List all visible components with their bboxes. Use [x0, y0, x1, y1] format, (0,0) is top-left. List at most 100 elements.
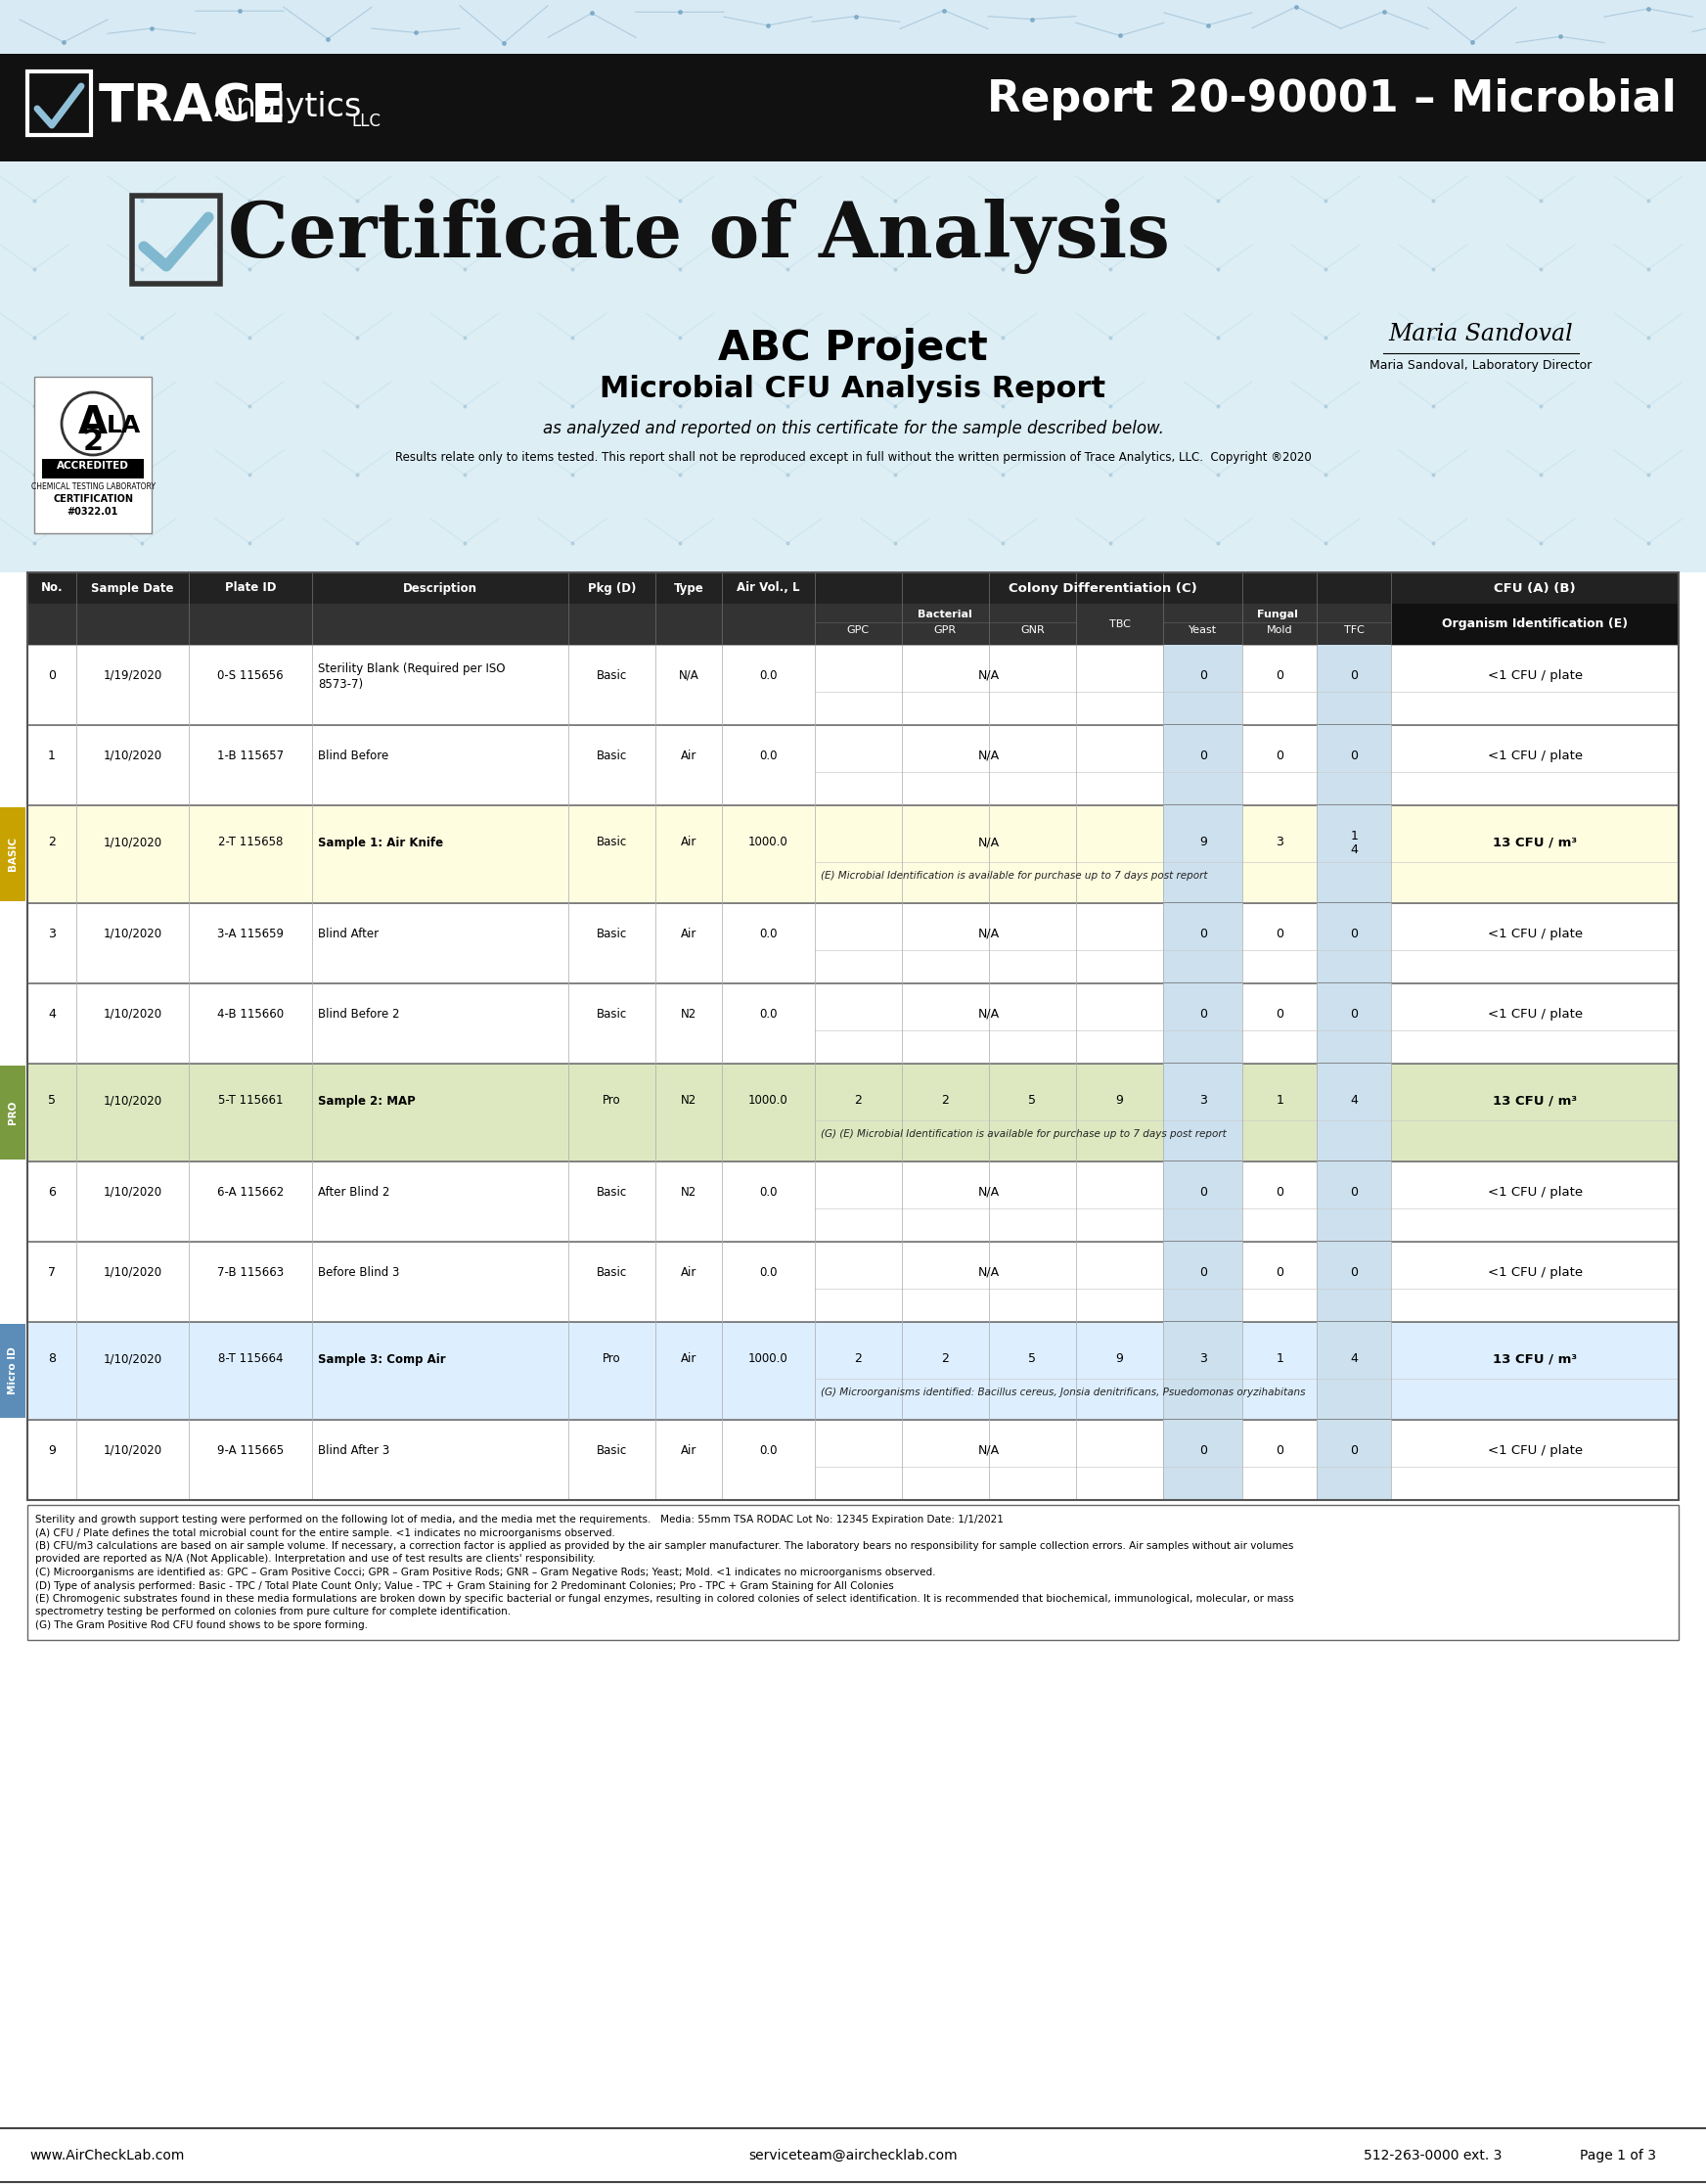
Text: 4: 4 — [1351, 1094, 1358, 1107]
Text: ABC Project: ABC Project — [718, 328, 988, 369]
Text: 13 CFU / m³: 13 CFU / m³ — [1493, 836, 1576, 850]
Bar — [1163, 1321, 1242, 1420]
Text: After Blind 2: After Blind 2 — [317, 1186, 389, 1199]
Text: TRACE: TRACE — [99, 81, 287, 131]
Text: 8-T 115664: 8-T 115664 — [218, 1352, 283, 1365]
Text: 1/10/2020: 1/10/2020 — [102, 1186, 162, 1199]
Bar — [27, 806, 1679, 904]
Text: <1 CFU / plate: <1 CFU / plate — [1488, 1186, 1583, 1199]
Text: N/A: N/A — [978, 1267, 1000, 1278]
Bar — [0, 1066, 26, 1160]
Text: N/A: N/A — [978, 836, 1000, 850]
Text: Sample 2: MAP: Sample 2: MAP — [317, 1094, 416, 1107]
Text: Fungal: Fungal — [1257, 609, 1298, 620]
Text: Air: Air — [681, 1444, 698, 1457]
Text: Analytics: Analytics — [215, 92, 362, 122]
Text: (B) CFU/m3 calculations are based on air sample volume. If necessary, a correcti: (B) CFU/m3 calculations are based on air… — [36, 1542, 1293, 1551]
Bar — [1163, 1162, 1242, 1243]
Text: (C) Microorganisms are identified as: GPC – Gram Positive Cocci; GPR – Gram Posi: (C) Microorganisms are identified as: GP… — [36, 1568, 935, 1577]
Text: 1-B 115657: 1-B 115657 — [217, 749, 283, 762]
Text: 0.0: 0.0 — [759, 1444, 778, 1457]
Bar — [27, 1243, 1679, 1321]
Text: Basic: Basic — [597, 1444, 628, 1457]
Bar — [1317, 904, 1392, 983]
Text: PRO: PRO — [9, 1101, 17, 1125]
Text: Sterility Blank (Required per ISO: Sterility Blank (Required per ISO — [317, 662, 505, 675]
Text: spectrometry testing be performed on colonies from pure culture for complete ide: spectrometry testing be performed on col… — [36, 1607, 510, 1616]
Bar — [27, 572, 1679, 1500]
Text: 0: 0 — [1351, 928, 1358, 939]
Text: 0: 0 — [1199, 928, 1206, 939]
Text: LA: LA — [107, 415, 142, 437]
Text: (D) Type of analysis performed: Basic - TPC / Total Plate Count Only; Value - TP: (D) Type of analysis performed: Basic - … — [36, 1581, 894, 1590]
Text: 4-B 115660: 4-B 115660 — [217, 1007, 283, 1020]
Bar — [1317, 1064, 1392, 1162]
Text: <1 CFU / plate: <1 CFU / plate — [1488, 928, 1583, 939]
Text: 9: 9 — [1116, 1094, 1124, 1107]
Text: 1/10/2020: 1/10/2020 — [102, 1352, 162, 1365]
Text: 1/10/2020: 1/10/2020 — [102, 1444, 162, 1457]
Text: Sample 1: Air Knife: Sample 1: Air Knife — [317, 836, 444, 850]
Text: 0: 0 — [1351, 1444, 1358, 1457]
Text: 0: 0 — [1199, 749, 1206, 762]
Text: 2: 2 — [942, 1094, 949, 1107]
Text: 1: 1 — [1276, 1094, 1283, 1107]
Text: <1 CFU / plate: <1 CFU / plate — [1488, 749, 1583, 762]
Text: Basic: Basic — [597, 836, 628, 850]
Text: 0.0: 0.0 — [759, 1267, 778, 1278]
Text: Air Vol., L: Air Vol., L — [737, 581, 800, 594]
Text: 13 CFU / m³: 13 CFU / m³ — [1493, 1094, 1576, 1107]
Text: 2-T 115658: 2-T 115658 — [218, 836, 283, 850]
Text: Sterility and growth support testing were performed on the following lot of medi: Sterility and growth support testing wer… — [36, 1516, 1003, 1524]
Text: 5-T 115661: 5-T 115661 — [218, 1094, 283, 1107]
Text: Basic: Basic — [597, 1267, 628, 1278]
Text: CERTIFICATION: CERTIFICATION — [53, 494, 133, 505]
Text: GPC: GPC — [846, 625, 870, 636]
Text: No.: No. — [41, 581, 63, 594]
Text: 0: 0 — [1276, 928, 1285, 939]
Text: 3: 3 — [48, 928, 56, 939]
Text: Micro ID: Micro ID — [9, 1348, 17, 1396]
Text: 1/10/2020: 1/10/2020 — [102, 749, 162, 762]
Text: ACCREDITED: ACCREDITED — [56, 461, 130, 472]
Text: (E) Microbial Identification is available for purchase up to 7 days post report: (E) Microbial Identification is availabl… — [821, 871, 1208, 880]
Text: Colony Differentiation (C): Colony Differentiation (C) — [1008, 581, 1198, 594]
Text: 4: 4 — [48, 1007, 56, 1020]
Text: 1/10/2020: 1/10/2020 — [102, 1007, 162, 1020]
Text: 0: 0 — [48, 668, 56, 681]
Text: 1: 1 — [1276, 1352, 1283, 1365]
Text: Mold: Mold — [1268, 625, 1293, 636]
Text: 5: 5 — [48, 1094, 56, 1107]
Bar — [1163, 725, 1242, 806]
Bar — [131, 197, 220, 284]
Text: <1 CFU / plate: <1 CFU / plate — [1488, 1267, 1583, 1278]
Text: 1000.0: 1000.0 — [749, 1094, 788, 1107]
Text: 2: 2 — [855, 1352, 862, 1365]
Text: 3-A 115659: 3-A 115659 — [217, 928, 283, 939]
Text: N/A: N/A — [978, 1007, 1000, 1020]
Text: (G) The Gram Positive Rod CFU found shows to be spore forming.: (G) The Gram Positive Rod CFU found show… — [36, 1621, 368, 1629]
Bar — [27, 983, 1679, 1064]
Bar — [27, 725, 1679, 806]
Text: Basic: Basic — [597, 1186, 628, 1199]
Text: <1 CFU / plate: <1 CFU / plate — [1488, 668, 1583, 681]
Bar — [0, 1324, 26, 1417]
Text: provided are reported as N/A (Not Applicable). Interpretation and use of test re: provided are reported as N/A (Not Applic… — [36, 1555, 595, 1564]
Bar — [1317, 806, 1392, 904]
Bar — [1317, 725, 1392, 806]
Text: Plate ID: Plate ID — [225, 581, 276, 594]
Text: 0: 0 — [1351, 1186, 1358, 1199]
Text: Sample 3: Comp Air: Sample 3: Comp Air — [317, 1352, 445, 1365]
Bar — [27, 603, 1679, 644]
Bar — [0, 808, 26, 902]
Text: www.AirCheckLab.com: www.AirCheckLab.com — [31, 2149, 184, 2162]
Text: 0: 0 — [1276, 749, 1285, 762]
Text: 0.0: 0.0 — [759, 749, 778, 762]
Text: 1/10/2020: 1/10/2020 — [102, 1094, 162, 1107]
Text: 3: 3 — [1199, 1352, 1206, 1365]
Text: 1/10/2020: 1/10/2020 — [102, 1267, 162, 1278]
Text: Pkg (D): Pkg (D) — [589, 581, 636, 594]
Text: 6-A 115662: 6-A 115662 — [217, 1186, 283, 1199]
Text: N2: N2 — [681, 1094, 696, 1107]
Bar — [0, 0, 1706, 55]
